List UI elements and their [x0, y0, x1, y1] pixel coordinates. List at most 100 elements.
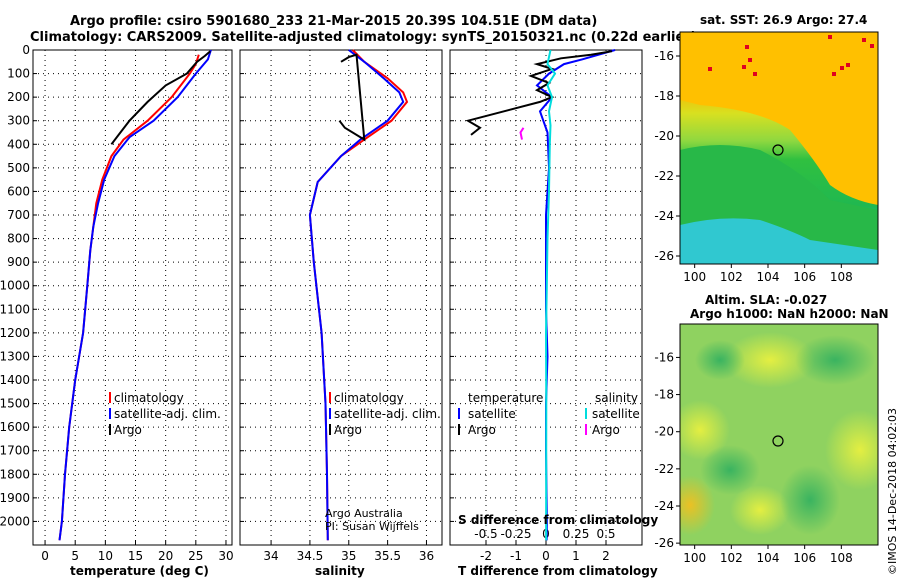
sla-blob — [695, 340, 745, 380]
legend-swatch-sal-satellite — [585, 408, 587, 419]
map-x-tick-label: 108 — [830, 551, 853, 565]
x-tick-label: 25 — [188, 549, 203, 563]
salinity-legend: climatology satellite-adj. clim. Argo — [329, 391, 441, 437]
temperature-panel: 0100200300400500600700800900100011001200… — [0, 43, 234, 563]
title-line-1: Argo profile: csiro 5901680_233 21-Mar-2… — [70, 14, 597, 29]
y-tick-label: 500 — [7, 161, 30, 175]
x-tick-label: 0 — [542, 549, 550, 563]
legend-title-salinity: salinity — [595, 391, 638, 405]
sla-map-title-1: Altim. SLA: -0.027 — [705, 293, 827, 307]
legend-label-sal-argo: Argo — [592, 423, 620, 437]
series-line-argo — [338, 53, 366, 142]
legend-label-argo: Argo — [114, 423, 142, 437]
x-tick-label: 35 — [341, 549, 356, 563]
legend-swatch-argo — [109, 424, 111, 435]
map-x-tick-label: 104 — [757, 270, 780, 284]
legend-label-satellite: satellite-adj. clim. — [334, 407, 441, 421]
y-tick-label: 100 — [7, 67, 30, 81]
map-y-tick-label: -24 — [654, 209, 674, 223]
legend-swatch-climatology — [109, 392, 111, 403]
y-tick-label: 1900 — [0, 491, 30, 505]
x2-tick-label: -0.25 — [500, 527, 531, 541]
plot-frame — [32, 49, 233, 546]
x-tick-label: 20 — [158, 549, 173, 563]
map-x-tick-label: 100 — [683, 551, 706, 565]
sla-blob — [795, 335, 875, 385]
xlabel-temperature: temperature (deg C) — [70, 564, 209, 578]
x-tick-label: -2 — [480, 549, 492, 563]
series-line-climatology — [58, 54, 200, 541]
series-line-salinity-satellite — [544, 49, 557, 541]
title-line-2: Climatology: CARS2009. Satellite-adjuste… — [30, 30, 697, 45]
sst-map-title: sat. SST: 26.9 Argo: 27.4 — [700, 13, 867, 27]
y-tick-label: 1100 — [0, 302, 30, 316]
sst-warm-tongue — [680, 32, 878, 205]
x2-tick-label: 0.25 — [563, 527, 590, 541]
x-tick-label: 34.5 — [297, 549, 324, 563]
y-tick-label: 1200 — [0, 326, 30, 340]
legend-label-temp-satellite: satellite — [468, 407, 516, 421]
x-tick-label: 35.5 — [374, 549, 401, 563]
map-x-tick-label: 108 — [830, 270, 853, 284]
series-line-salinity-argo — [519, 127, 525, 140]
y-tick-label: 1400 — [0, 373, 30, 387]
map-y-tick-label: -20 — [654, 129, 674, 143]
y-tick-label: 600 — [7, 184, 30, 198]
legend-title-temperature: temperature — [468, 391, 543, 405]
y-tick-label: 900 — [7, 255, 30, 269]
sst-red-speckles — [708, 35, 874, 76]
legend-label-argo: Argo — [334, 423, 362, 437]
xlabel-salinity: salinity — [315, 564, 365, 578]
y-tick-label: 200 — [7, 90, 30, 104]
x-tick-label: 5 — [71, 549, 79, 563]
map-y-tick-label: -16 — [654, 350, 674, 364]
y-tick-label: 1700 — [0, 444, 30, 458]
sla-blob — [825, 410, 878, 490]
y-tick-label: 2000 — [0, 514, 30, 528]
series-line-climatology — [308, 49, 409, 541]
difference-legend: temperature salinity satellite Argo sate… — [458, 391, 640, 437]
sst-argo-marker — [772, 144, 784, 156]
x-tick-label: 34 — [263, 549, 278, 563]
y-tick-label: 300 — [7, 114, 30, 128]
temperature-legend: climatology satellite-adj. clim. Argo — [109, 391, 221, 437]
series-line-temperature-argo — [465, 50, 613, 136]
x-tick-label: 0 — [41, 549, 49, 563]
map-y-tick-label: -20 — [654, 425, 674, 439]
sst-map-frame — [679, 31, 879, 265]
sst-cyan-band — [680, 218, 878, 264]
y-tick-label: 1000 — [0, 279, 30, 293]
map-y-tick-label: -16 — [654, 49, 674, 63]
sla-map-frame — [679, 323, 879, 546]
map-y-tick-label: -26 — [654, 249, 674, 263]
timestamp: ©IMOS 14-Dec-2018 04:02:03 — [886, 408, 899, 575]
sla-blob — [680, 475, 715, 535]
map-y-tick-label: -26 — [654, 536, 674, 550]
x-tick-label: 15 — [128, 549, 143, 563]
x2-tick-label: -0.5 — [474, 527, 497, 541]
sla-map-axes: 100 102 104 106 108 -16 -18 -20 -22 -24 -26 — [654, 350, 852, 565]
y-tick-label: 1500 — [0, 397, 30, 411]
x2-tick-label: 0.5 — [596, 527, 615, 541]
legend-label-climatology: climatology — [334, 391, 404, 405]
map-x-tick-label: 100 — [683, 270, 706, 284]
map-x-tick-label: 106 — [793, 270, 816, 284]
map-y-tick-label: -22 — [654, 462, 674, 476]
x-tick-label: 1 — [572, 549, 580, 563]
y-tick-label: 1300 — [0, 349, 30, 363]
y-tick-label: 1800 — [0, 467, 30, 481]
legend-label-climatology: climatology — [114, 391, 184, 405]
x-tick-label: -1 — [510, 549, 522, 563]
y-tick-label: 700 — [7, 208, 30, 222]
sla-blob — [730, 485, 790, 535]
series-line-argo — [110, 50, 211, 145]
map-y-tick-label: -24 — [654, 499, 674, 513]
legend-swatch-temp-satellite — [458, 408, 460, 419]
legend-label-satellite: satellite-adj. clim. — [114, 407, 221, 421]
legend-swatch-satellite — [329, 408, 331, 419]
sla-blob — [780, 465, 840, 535]
x-tick-label: 30 — [218, 549, 233, 563]
map-x-tick-label: 102 — [720, 551, 743, 565]
map-y-tick-label: -18 — [654, 388, 674, 402]
